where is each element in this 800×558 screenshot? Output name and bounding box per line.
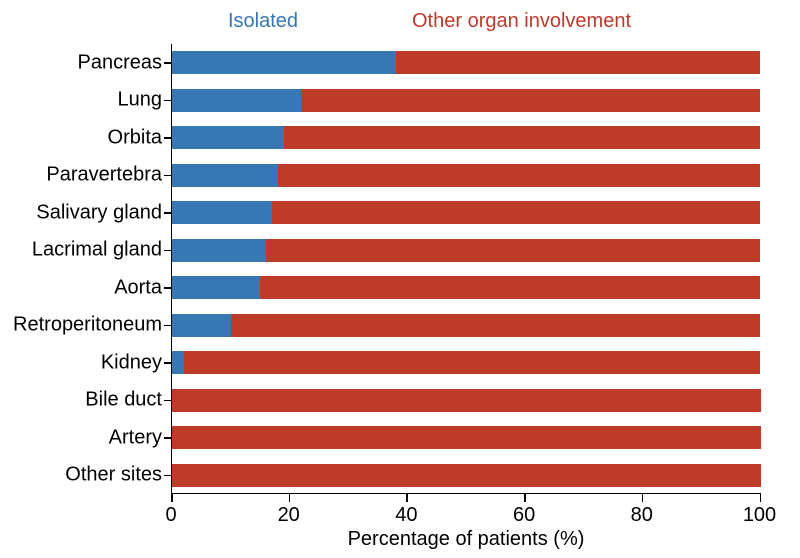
y-tick: [164, 325, 172, 327]
y-tick: [164, 287, 172, 289]
y-tick: [164, 437, 172, 439]
y-axis-labels: Pancreas Lung Orbita Paravertebra Saliva…: [0, 44, 162, 494]
y-label: Orbita: [108, 126, 162, 149]
y-tick: [164, 175, 172, 177]
bar-other: [172, 464, 761, 487]
chart-container: Isolated Other organ involvement Pancrea…: [0, 0, 800, 558]
x-tick: [289, 494, 291, 502]
bar-other: [184, 351, 761, 374]
y-label: Salivary gland: [36, 201, 162, 224]
bar-other: [231, 314, 761, 337]
plot-area: [171, 44, 761, 494]
bar-row: [172, 239, 761, 262]
y-tick: [164, 362, 172, 364]
bar-other: [278, 164, 761, 187]
bar-isolated: [172, 351, 184, 374]
x-tick-label: 20: [278, 504, 300, 527]
y-label: Kidney: [101, 351, 162, 374]
legend-item-isolated: Isolated: [228, 10, 298, 33]
bar-row: [172, 164, 761, 187]
y-label: Pancreas: [78, 51, 163, 74]
x-tick: [642, 494, 644, 502]
y-tick: [164, 400, 172, 402]
bar-row: [172, 464, 761, 487]
bar-row: [172, 201, 761, 224]
y-tick: [164, 250, 172, 252]
bar-other: [272, 201, 760, 224]
y-label: Paravertebra: [46, 164, 162, 187]
y-label: Bile duct: [85, 389, 162, 412]
y-label: Artery: [109, 426, 162, 449]
x-tick: [524, 494, 526, 502]
bar-other: [284, 126, 761, 149]
chart-legend: Isolated Other organ involvement: [0, 10, 800, 40]
legend-item-other: Other organ involvement: [412, 10, 631, 33]
bar-row: [172, 276, 761, 299]
x-axis-title: Percentage of patients (%): [171, 528, 761, 551]
y-label: Aorta: [114, 276, 162, 299]
bar-isolated: [172, 164, 278, 187]
x-tick-label: 60: [513, 504, 535, 527]
x-tick: [760, 494, 762, 502]
bar-isolated: [172, 239, 266, 262]
x-tick: [406, 494, 408, 502]
bar-row: [172, 351, 761, 374]
y-tick: [164, 62, 172, 64]
bar-isolated: [172, 51, 396, 74]
bar-other: [396, 51, 761, 74]
bar-other: [172, 426, 761, 449]
y-label: Lacrimal gland: [32, 239, 162, 262]
x-tick-label: 100: [743, 504, 776, 527]
bar-isolated: [172, 126, 284, 149]
y-tick: [164, 475, 172, 477]
x-tick-label: 80: [631, 504, 653, 527]
bar-other: [172, 389, 761, 412]
y-tick: [164, 137, 172, 139]
y-label: Lung: [118, 89, 163, 112]
y-tick: [164, 212, 172, 214]
x-tick-label: 40: [395, 504, 417, 527]
bar-row: [172, 314, 761, 337]
y-label: Retroperitoneum: [13, 314, 162, 337]
bar-other: [260, 276, 760, 299]
y-tick: [164, 100, 172, 102]
x-tick: [171, 494, 173, 502]
bar-other: [301, 89, 760, 112]
x-tick-label: 0: [165, 504, 176, 527]
bar-other: [266, 239, 760, 262]
bar-isolated: [172, 89, 301, 112]
bar-isolated: [172, 201, 272, 224]
bar-row: [172, 389, 761, 412]
bars-group: [172, 44, 761, 493]
bar-row: [172, 426, 761, 449]
bar-isolated: [172, 276, 260, 299]
bar-row: [172, 89, 761, 112]
bar-row: [172, 126, 761, 149]
y-label: Other sites: [65, 464, 162, 487]
bar-row: [172, 51, 761, 74]
bar-isolated: [172, 314, 231, 337]
